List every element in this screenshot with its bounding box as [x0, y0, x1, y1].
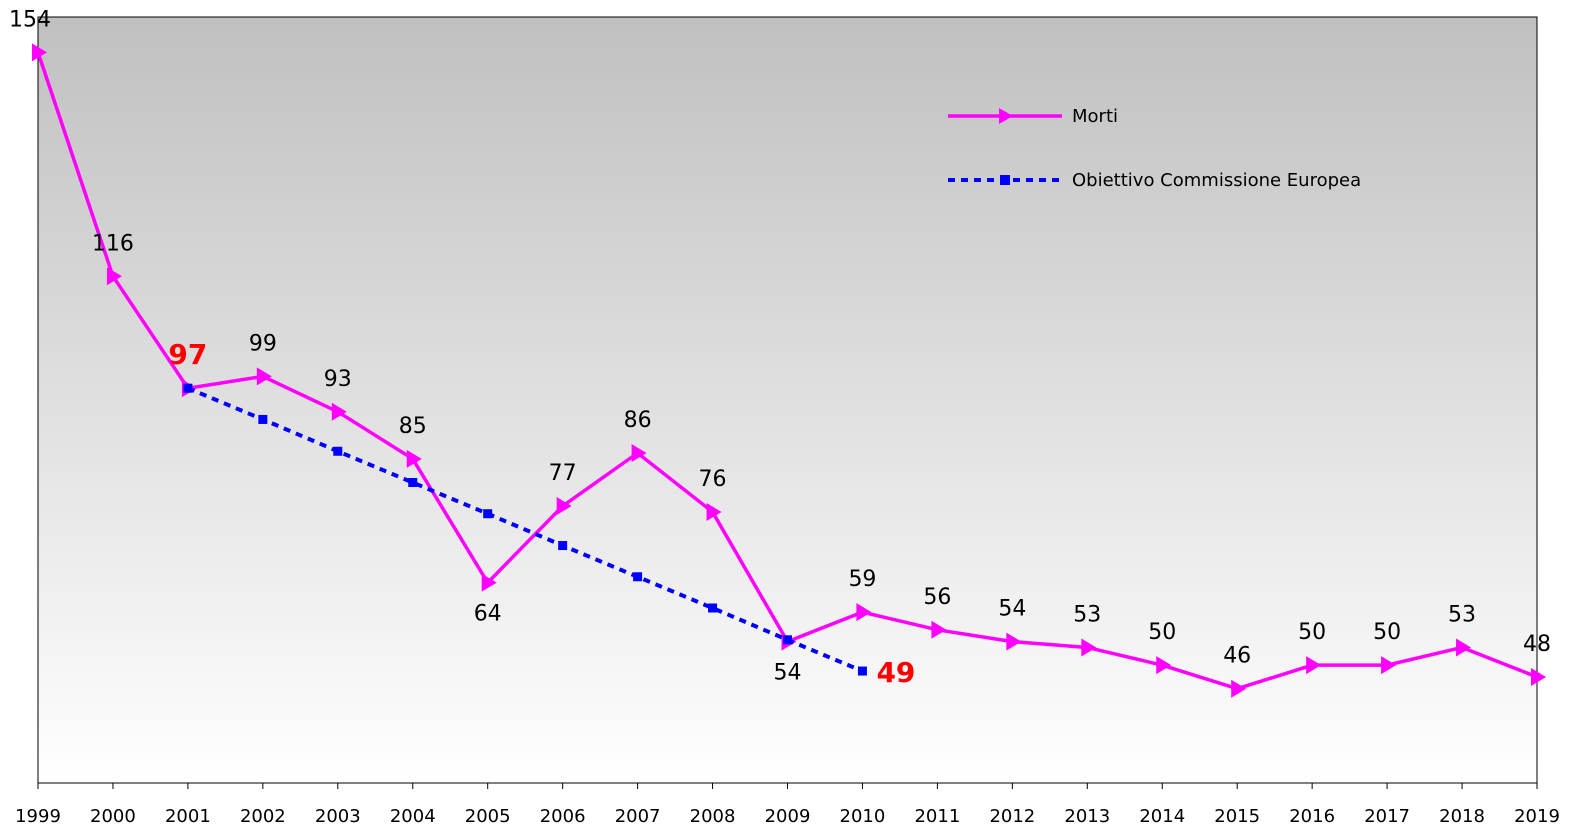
x-tick-label: 2007 [615, 806, 661, 827]
data-label: 77 [549, 461, 577, 486]
marker [1381, 656, 1397, 675]
data-label: 48 [1523, 632, 1551, 657]
data-label: 54 [774, 661, 802, 686]
x-tick-label: 2010 [840, 806, 886, 827]
data-label: 154 [9, 7, 51, 32]
x-tick-label: 2019 [1514, 806, 1560, 827]
data-label: 46 [1223, 644, 1251, 669]
marker [481, 573, 497, 592]
marker [106, 267, 122, 286]
x-tick-label: 2004 [390, 806, 436, 827]
x-tick-label: 2015 [1214, 806, 1260, 827]
x-tick-label: 2017 [1364, 806, 1410, 827]
data-label: 56 [923, 585, 951, 610]
data-label: 59 [848, 567, 876, 592]
x-tick-label: 2012 [989, 806, 1035, 827]
data-label: 64 [474, 602, 502, 627]
legend-marker [999, 108, 1013, 124]
data-label: 50 [1298, 620, 1326, 645]
marker [333, 446, 343, 456]
data-label: 50 [1373, 620, 1401, 645]
x-tick-label: 2005 [465, 806, 511, 827]
marker [857, 666, 867, 676]
marker [406, 449, 422, 468]
data-label: 93 [324, 367, 352, 392]
legend-label: Obiettivo Commissione Europea [1072, 170, 1361, 191]
marker [1081, 638, 1097, 657]
marker [1231, 679, 1247, 698]
x-tick-label: 1999 [15, 806, 61, 827]
x-tick-label: 2006 [540, 806, 586, 827]
marker [706, 502, 722, 521]
x-tick-label: 2013 [1064, 806, 1110, 827]
x-tick-label: 2001 [165, 806, 211, 827]
marker [256, 367, 272, 386]
data-label: 116 [92, 231, 134, 256]
marker [1006, 632, 1022, 651]
x-tick-label: 2018 [1439, 806, 1485, 827]
series-line [187, 386, 864, 673]
data-label: 54 [998, 597, 1026, 622]
x-tick-label: 2009 [765, 806, 811, 827]
marker [931, 620, 947, 639]
x-tick-label: 2000 [90, 806, 136, 827]
marker [556, 497, 572, 516]
data-label: 86 [624, 408, 652, 433]
data-label: 50 [1148, 620, 1176, 645]
plot-area [37, 16, 1538, 784]
data-label: 49 [876, 656, 915, 689]
legend-label: Morti [1072, 106, 1118, 127]
marker [558, 541, 568, 551]
marker [1306, 656, 1322, 675]
marker [856, 603, 872, 622]
marker [783, 635, 792, 645]
marker [408, 477, 418, 487]
x-tick-label: 2003 [315, 806, 361, 827]
x-tick-label: 2008 [690, 806, 736, 827]
marker [331, 402, 347, 421]
marker [258, 414, 268, 424]
x-tick-label: 2014 [1139, 806, 1185, 827]
data-label: 85 [399, 414, 427, 439]
legend-marker [1000, 175, 1010, 185]
x-tick-label: 2011 [914, 806, 960, 827]
marker [631, 444, 647, 463]
marker [32, 43, 47, 62]
marker [1156, 656, 1172, 675]
data-label: 53 [1448, 602, 1476, 627]
marker [633, 572, 643, 582]
marker [1531, 667, 1546, 686]
data-label: 97 [168, 338, 207, 371]
marker [183, 383, 193, 393]
marker [483, 509, 493, 519]
data-label: 53 [1073, 602, 1101, 627]
x-tick-label: 2002 [240, 806, 286, 827]
marker [708, 603, 718, 613]
data-label: 99 [249, 331, 277, 356]
x-tick-label: 2016 [1289, 806, 1335, 827]
marker [1456, 638, 1472, 657]
data-label: 76 [699, 467, 727, 492]
